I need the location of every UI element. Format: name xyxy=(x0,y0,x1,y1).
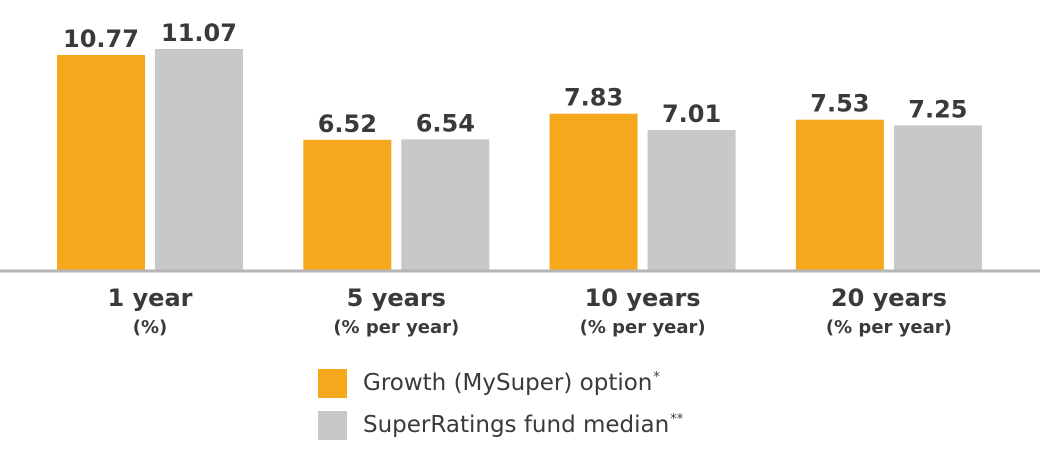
value-label-growth-10-years: 7.83 xyxy=(564,84,623,112)
value-label-median-5-years: 6.54 xyxy=(416,109,475,137)
bar-chart: 10.77 11.07 1 year (%) 6.52 6.54 5 years (% per… xyxy=(0,19,1040,338)
bar-median-20-years xyxy=(893,125,982,270)
value-label-growth-20-years: 7.53 xyxy=(810,90,869,118)
category-label-10-years: 10 years xyxy=(585,284,701,312)
category-sublabel-10-years: (% per year) xyxy=(580,317,706,338)
legend-label-growth: Growth (MySuper) option* xyxy=(363,370,660,396)
legend-label-median: SuperRatings fund median** xyxy=(363,412,684,438)
bar-growth-1-year xyxy=(57,55,145,270)
bar-median-10-years xyxy=(647,130,736,270)
category-label-20-years: 20 years xyxy=(831,284,947,312)
legend-item-growth: Growth (MySuper) option* xyxy=(318,362,683,404)
value-label-growth-1-year: 10.77 xyxy=(63,25,139,53)
legend: Growth (MySuper) option* SuperRatings fu… xyxy=(318,362,683,446)
bar-growth-20-years xyxy=(795,119,884,270)
value-label-median-10-years: 7.01 xyxy=(662,100,721,128)
bar-median-5-years xyxy=(401,139,490,270)
category-label-1-year: 1 year xyxy=(107,284,192,312)
bar-growth-10-years xyxy=(549,113,638,270)
category-sublabel-5-years: (% per year) xyxy=(333,317,459,338)
bar-median-1-year xyxy=(155,49,243,270)
bar-growth-5-years xyxy=(303,139,392,270)
value-label-median-1-year: 11.07 xyxy=(161,19,237,47)
category-sublabel-1-year: (%) xyxy=(133,317,168,338)
category-sublabel-20-years: (% per year) xyxy=(826,317,952,338)
category-label-5-years: 5 years xyxy=(347,284,446,312)
legend-swatch-growth xyxy=(318,368,347,398)
value-label-median-20-years: 7.25 xyxy=(908,95,967,123)
legend-item-median: SuperRatings fund median** xyxy=(318,404,683,446)
value-label-growth-5-years: 6.52 xyxy=(318,110,377,138)
legend-swatch-median xyxy=(318,410,347,440)
